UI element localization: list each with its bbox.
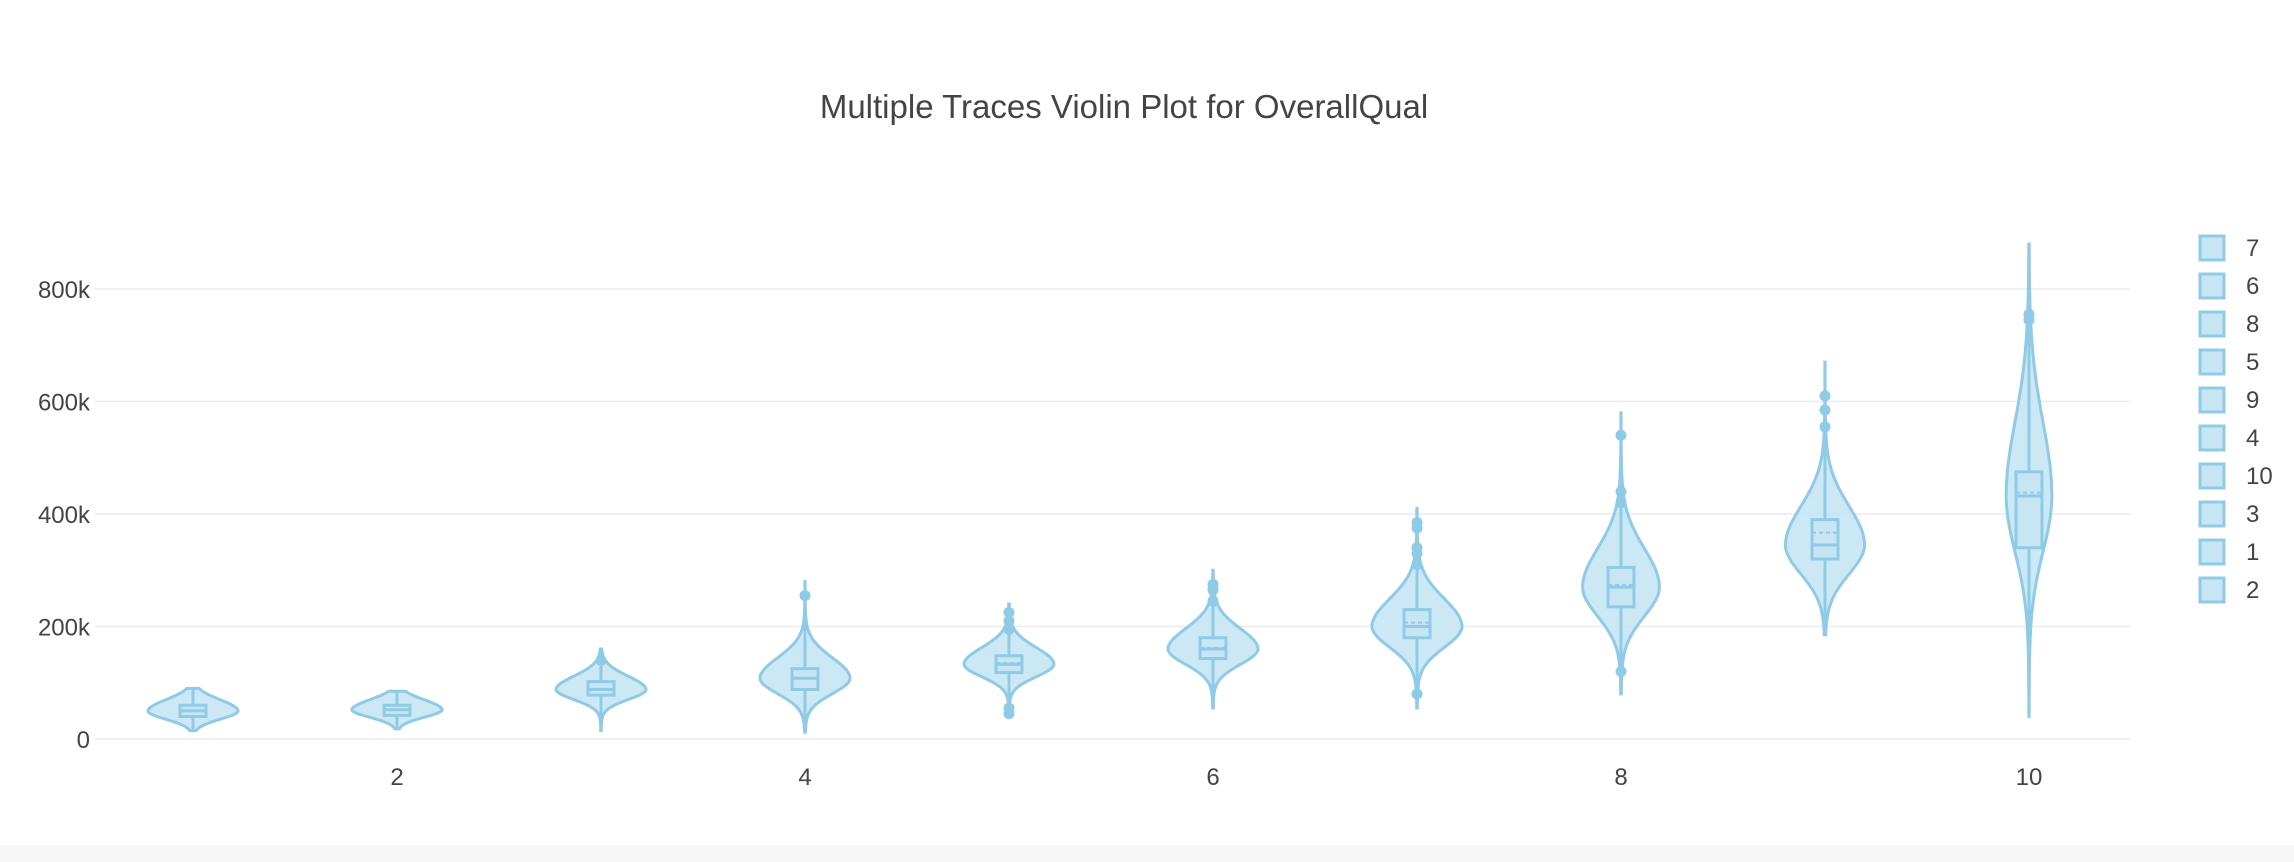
x-tick-label: 2 (390, 764, 403, 791)
legend-swatch (2198, 234, 2226, 262)
legend-label: 7 (2246, 235, 2259, 262)
violin-trace-8[interactable] (1581, 411, 1661, 696)
x-axis: 2 4 6 8 10 (390, 764, 2042, 791)
violin-box (1402, 608, 1432, 640)
violin-outlier-point[interactable] (1411, 516, 1423, 528)
chart-title: Multiple Traces Violin Plot for OverallQ… (820, 88, 1428, 125)
y-tick-label: 0 (77, 727, 90, 754)
violin-outlier-point[interactable] (1003, 606, 1015, 618)
legend-label: 9 (2246, 387, 2259, 414)
x-tick-label: 6 (1206, 764, 1219, 791)
violin-trace-3[interactable] (554, 647, 648, 733)
violin-box (1810, 518, 1840, 561)
violin-trace-9[interactable] (1783, 360, 1867, 637)
violin-box (2014, 470, 2044, 550)
violin-outlier-point[interactable] (1615, 666, 1627, 677)
violin-outlier-point[interactable] (1003, 702, 1015, 714)
legend-label: 4 (2246, 425, 2259, 452)
violin-outlier-point[interactable] (1411, 559, 1423, 571)
violin-outlier-point[interactable] (1819, 390, 1831, 402)
legend-item-2[interactable]: 2 (2198, 576, 2259, 604)
violin-trace-4[interactable] (758, 580, 852, 734)
legend-label: 1 (2246, 539, 2259, 566)
legend-item-10[interactable]: 10 (2198, 462, 2273, 490)
violin-traces[interactable] (146, 242, 2054, 734)
legend-label: 5 (2246, 349, 2259, 376)
y-tick-label: 200k (38, 615, 91, 642)
violin-outlier-point[interactable] (595, 654, 607, 666)
legend-swatch (2198, 500, 2226, 528)
violin-trace-2[interactable] (350, 689, 444, 731)
legend-swatch (2198, 310, 2226, 338)
legend-swatch (2198, 272, 2226, 300)
footer-strip (0, 845, 2294, 862)
legend[interactable]: 7 6 8 5 9 4 10 3 1 2 (2198, 234, 2273, 604)
grid (95, 288, 2130, 740)
legend-label: 6 (2246, 273, 2259, 300)
legend-label: 10 (2246, 463, 2273, 490)
x-tick-label: 8 (1614, 764, 1627, 791)
violin-outlier-point[interactable] (1615, 429, 1627, 441)
violin-trace-5[interactable] (962, 602, 1056, 720)
legend-label: 8 (2246, 311, 2259, 338)
legend-swatch (2198, 386, 2226, 414)
y-tick-label: 400k (38, 502, 91, 529)
legend-label: 3 (2246, 501, 2259, 528)
y-tick-label: 800k (38, 277, 91, 304)
violin-outlier-point[interactable] (1003, 615, 1015, 627)
violin-outlier-point[interactable] (1411, 542, 1423, 554)
legend-item-4[interactable]: 4 (2198, 424, 2259, 452)
legend-item-6[interactable]: 6 (2198, 272, 2259, 300)
violin-outlier-point[interactable] (799, 590, 811, 602)
legend-swatch (2198, 462, 2226, 490)
violin-outlier-point[interactable] (1003, 623, 1015, 635)
legend-swatch (2198, 538, 2226, 566)
violin-outlier-point[interactable] (1207, 578, 1219, 590)
violin-outlier-point[interactable] (1819, 421, 1831, 433)
violin-trace-7[interactable] (1370, 506, 1464, 710)
y-axis: 0 200k 400k 600k 800k (38, 277, 91, 754)
legend-item-8[interactable]: 8 (2198, 310, 2259, 338)
violin-outlier-point[interactable] (1615, 486, 1627, 497)
violin-outlier-point[interactable] (1411, 688, 1423, 700)
y-tick-label: 600k (38, 390, 91, 417)
legend-swatch (2198, 348, 2226, 376)
legend-swatch (2198, 424, 2226, 452)
x-tick-label: 4 (798, 764, 811, 791)
violin-trace-1[interactable] (146, 686, 240, 733)
legend-item-3[interactable]: 3 (2198, 500, 2259, 528)
violin-outlier-point[interactable] (1207, 595, 1219, 607)
legend-swatch (2198, 576, 2226, 604)
violin-outlier-point[interactable] (1819, 404, 1831, 416)
violin-trace-6[interactable] (1166, 568, 1260, 710)
violin-trace-10[interactable] (2004, 242, 2054, 718)
violin-outlier-point[interactable] (1615, 497, 1627, 509)
x-tick-label: 10 (2016, 764, 2043, 791)
violin-outlier-point[interactable] (2023, 308, 2035, 320)
legend-item-9[interactable]: 9 (2198, 386, 2259, 414)
legend-label: 2 (2246, 577, 2259, 604)
legend-item-7[interactable]: 7 (2198, 234, 2259, 262)
legend-item-1[interactable]: 1 (2198, 538, 2259, 566)
legend-item-5[interactable]: 5 (2198, 348, 2259, 376)
